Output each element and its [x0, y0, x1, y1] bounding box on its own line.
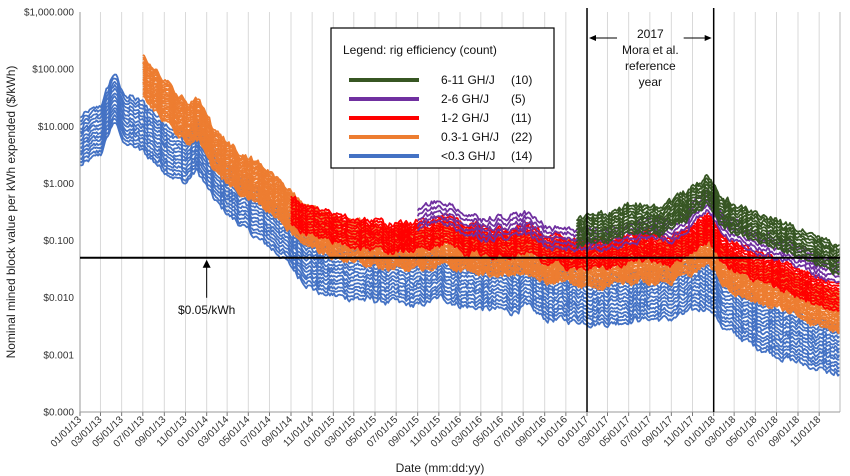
series-line — [79, 95, 841, 351]
legend-count: (5) — [511, 92, 526, 106]
legend-label: <0.3 GH/J — [441, 149, 495, 163]
reference-period-label: year — [639, 75, 662, 89]
y-tick-label: $1.000 — [43, 179, 74, 190]
series-line — [290, 195, 840, 285]
legend-count: (11) — [511, 111, 531, 125]
y-axis-title: Nominal mined block value per kWh expend… — [4, 66, 18, 359]
legend: Legend: rig efficiency (count) 6-11 GH/J (… — [330, 27, 555, 169]
series-line — [142, 95, 840, 335]
series-line — [416, 204, 841, 278]
series-line — [576, 189, 841, 263]
series-line — [575, 186, 841, 260]
reference-period-label: reference — [625, 59, 676, 73]
series-line — [290, 210, 840, 299]
series-line — [79, 122, 840, 377]
y-tick-label: $10.000 — [38, 122, 75, 133]
series-line — [290, 222, 840, 312]
legend-count: (10) — [511, 73, 532, 87]
y-tick-label: $0.010 — [43, 293, 74, 304]
reference-marks: $0.05/kWh 2017 Mora et al. reference year — [80, 8, 840, 412]
y-tick-label: $100.000 — [32, 65, 74, 76]
y-tick-label: $0.100 — [43, 236, 74, 247]
y-tick-label: $0.001 — [43, 350, 74, 361]
series-line — [576, 192, 841, 267]
series-line — [575, 198, 841, 273]
y-tick-label: $1,000.000 — [24, 8, 74, 19]
y-tick-label: $0.000 — [43, 408, 74, 419]
series-0-3-1-gh-j — [142, 54, 841, 335]
series-line — [79, 114, 840, 370]
y-axis: $1,000.000 $100.000 $10.000 $1.000 $0.100 $0.… — [24, 8, 841, 419]
legend-title: Legend: rig efficiency (count) — [343, 43, 497, 57]
legend-count: (14) — [511, 149, 532, 163]
reference-period-label: 2017 — [637, 27, 664, 41]
series-line — [290, 201, 840, 291]
series-line — [575, 195, 841, 269]
series-line — [575, 180, 841, 254]
reference-period-label: Mora et al. — [622, 43, 679, 57]
series-line — [79, 109, 840, 366]
series-line — [416, 209, 840, 284]
legend-label: 1-2 GH/J — [441, 111, 489, 125]
series-line — [576, 177, 841, 252]
series-line — [575, 183, 841, 257]
series-line — [575, 174, 841, 248]
series-line — [290, 214, 840, 304]
x-axis-title: Date (mm:dd:yy) — [396, 461, 485, 475]
legend-label: 2-6 GH/J — [441, 92, 489, 106]
series-line — [79, 118, 840, 373]
series-line — [290, 219, 840, 310]
series-line — [290, 217, 840, 307]
legend-label: 6-11 GH/J — [441, 73, 495, 87]
reference-line-label: $0.05/kWh — [178, 303, 235, 317]
series-line — [79, 103, 841, 359]
reference-period-arrowhead-left — [589, 35, 597, 41]
reference-period-arrowhead-right — [704, 35, 712, 41]
reference-arrow-head — [202, 259, 211, 268]
legend-label: 0.3-1 GH/J — [441, 130, 499, 144]
legend-count: (22) — [511, 130, 532, 144]
series-line — [79, 107, 840, 361]
series-layer — [79, 54, 841, 377]
x-axis: 01/01/1303/01/1305/01/1307/01/1309/01/13… — [49, 411, 840, 450]
series-6-11-gh-j — [575, 174, 841, 276]
series-line — [79, 99, 840, 354]
